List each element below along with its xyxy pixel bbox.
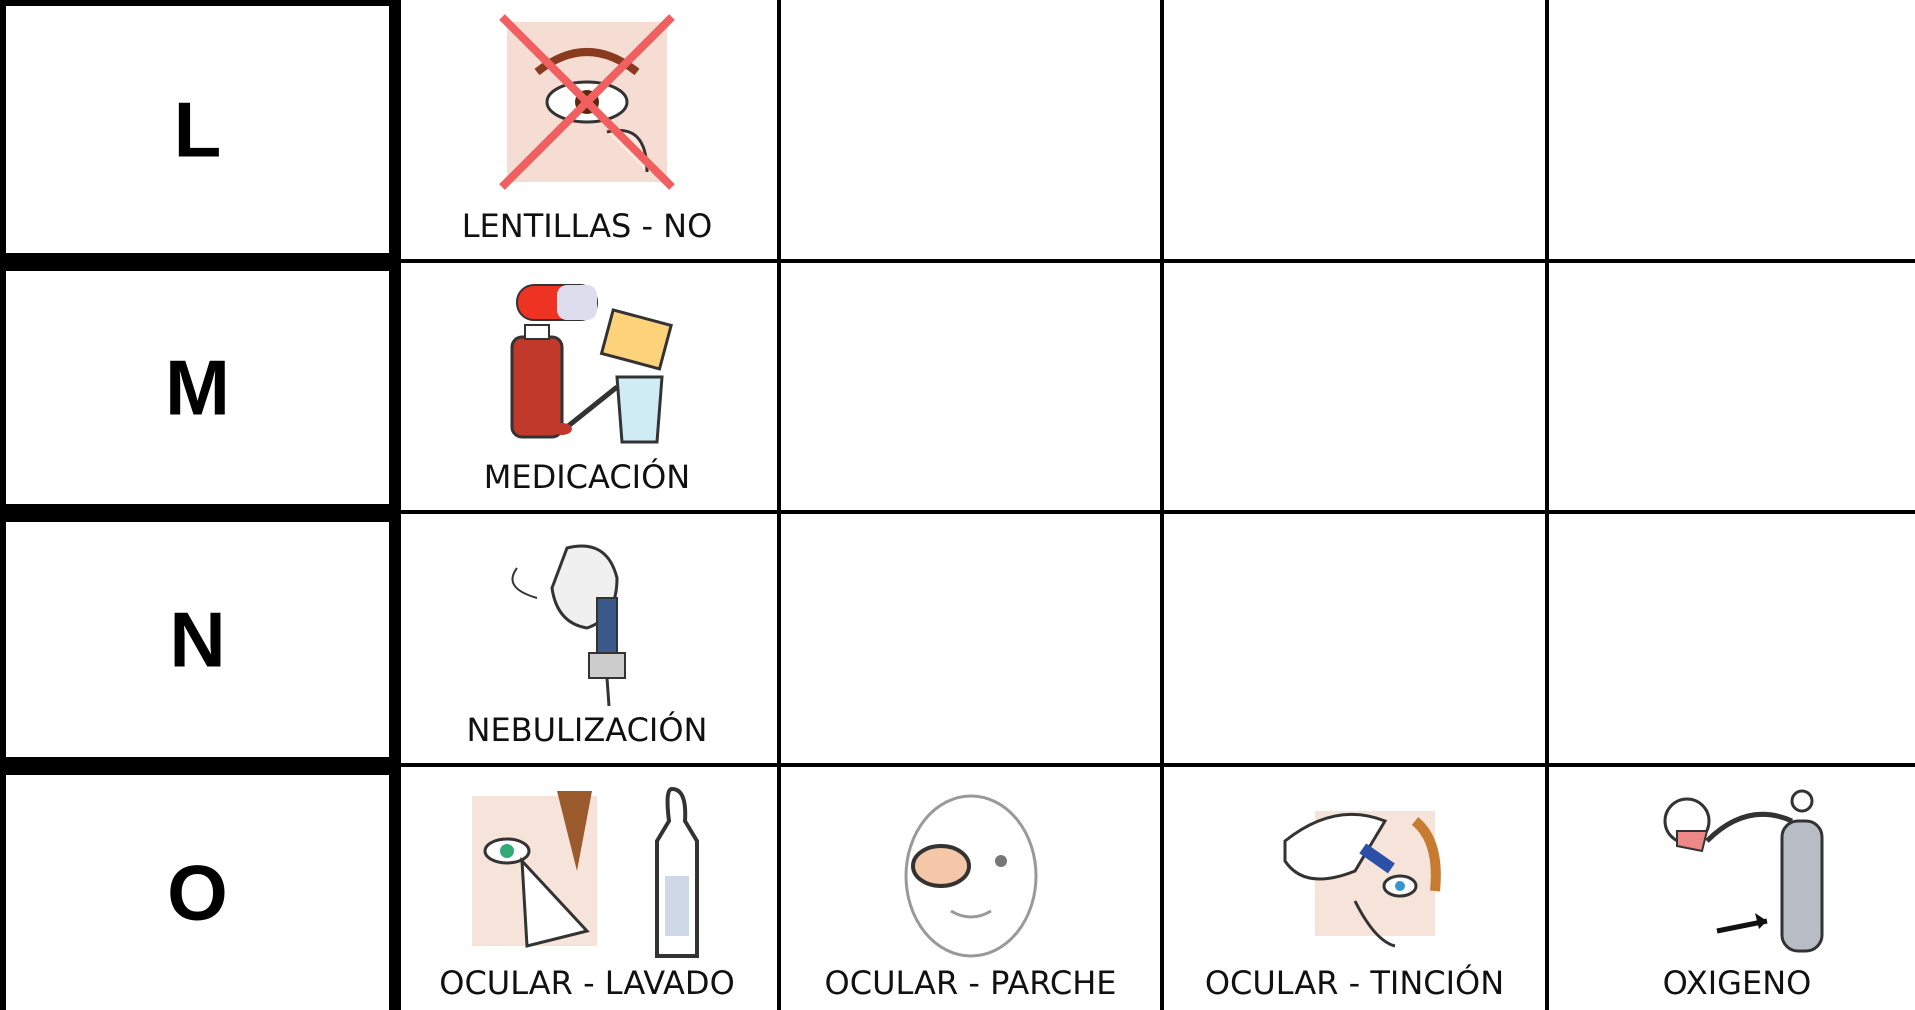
pictogram-cell <box>1545 510 1915 767</box>
row-letter: L <box>173 85 222 173</box>
pictogram-cell <box>777 0 1164 263</box>
pictogram-label: LENTILLAS - NO <box>461 207 713 245</box>
row-letter: M <box>165 343 230 431</box>
pictogram-cell <box>1160 259 1549 514</box>
pictogram-label: MEDICACIÓN <box>483 458 691 496</box>
pictogram <box>472 787 699 958</box>
letter-cell: O <box>0 763 401 1010</box>
pictogram <box>510 284 673 444</box>
pictogram-label: NEBULIZACIÓN <box>466 711 708 749</box>
pictogram-cell: NEBULIZACIÓN <box>393 510 781 767</box>
pictogram-cell <box>777 259 1164 514</box>
pictogram-label: OCULAR - LAVADO <box>439 964 735 1002</box>
pictogram-cell: OCULAR - TINCIÓN <box>1160 763 1549 1010</box>
pictogram <box>904 794 1037 958</box>
letter-cell: M <box>0 259 401 516</box>
pictogram-label: OXIGENO <box>1662 964 1812 1002</box>
pictogram-cell: LENTILLAS - NO <box>393 0 781 263</box>
row-letter: O <box>167 848 228 936</box>
pictogram-cell <box>777 510 1164 767</box>
pictogram-label: OCULAR - PARCHE <box>824 964 1117 1002</box>
pictogram-cell: OXIGENO <box>1545 763 1915 1010</box>
pictogram <box>499 14 675 190</box>
row-letter: N <box>169 595 226 683</box>
letter-cell: L <box>0 0 401 265</box>
pictogram-cell <box>1160 0 1549 263</box>
pictogram <box>511 544 626 707</box>
pictogram <box>1283 811 1441 948</box>
pictogram-cell <box>1160 510 1549 767</box>
pictogram <box>1663 789 1824 953</box>
pictogram-label: OCULAR - TINCIÓN <box>1204 964 1505 1002</box>
pictogram-cell: MEDICACIÓN <box>393 259 781 514</box>
pictogram-cell <box>1545 259 1915 514</box>
letter-cell: N <box>0 510 401 769</box>
pictogram-cell: OCULAR - LAVADO <box>393 763 781 1010</box>
pictogram-cell: OCULAR - PARCHE <box>777 763 1164 1010</box>
pictogram-cell <box>1545 0 1915 263</box>
